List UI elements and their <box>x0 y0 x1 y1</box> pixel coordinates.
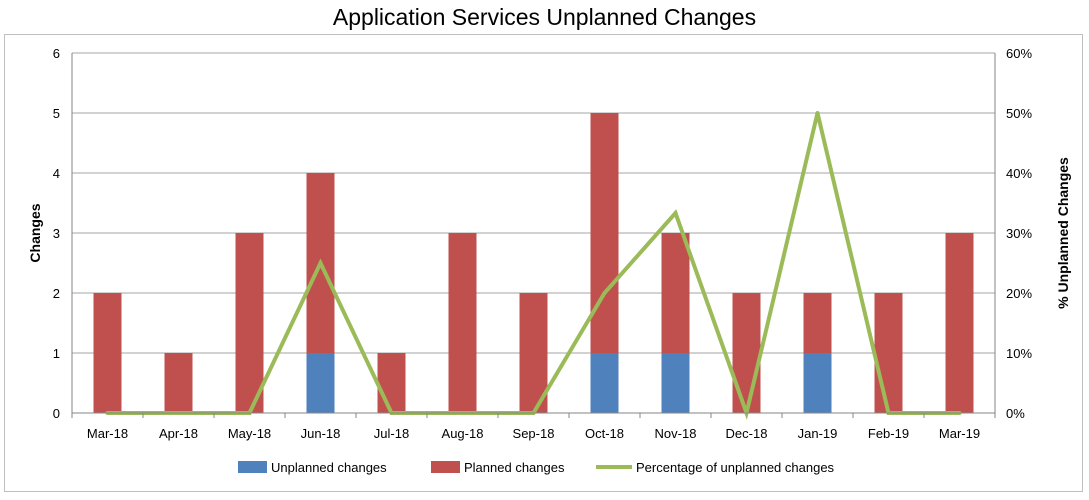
percentage-point <box>673 211 678 216</box>
legend: Unplanned changes Planned changes Percenta… <box>238 460 835 475</box>
legend-unplanned-swatch <box>238 461 267 473</box>
planned-bar <box>945 233 974 413</box>
legend-planned-swatch <box>431 461 460 473</box>
unplanned-bar <box>803 353 832 413</box>
planned-bar <box>590 113 619 353</box>
y2-tick-label: 30% <box>1006 226 1032 241</box>
x-tick-label: Nov-18 <box>655 426 697 441</box>
x-tick-label: Oct-18 <box>585 426 624 441</box>
x-tick-label: Dec-18 <box>726 426 768 441</box>
chart-title: Application Services Unplanned Changes <box>332 4 757 30</box>
y2-tick-label: 40% <box>1006 166 1032 181</box>
x-tick-label: Jul-18 <box>374 426 409 441</box>
y-tick-label: 4 <box>53 166 60 181</box>
planned-bar <box>732 293 761 413</box>
y-tick-label: 1 <box>53 346 60 361</box>
percentage-point <box>318 261 323 265</box>
planned-bar <box>164 353 193 413</box>
x-tick-label: Apr-18 <box>159 426 198 441</box>
chart-frame <box>4 34 1083 492</box>
unplanned-bar <box>306 353 335 413</box>
y2-tick-label: 0% <box>1006 406 1025 421</box>
percentage-point <box>815 111 820 115</box>
y-tick-label: 2 <box>53 286 60 301</box>
unplanned-bar <box>661 353 690 413</box>
x-tick-label: Jun-18 <box>301 426 341 441</box>
y2-tick-label: 10% <box>1006 346 1032 361</box>
x-tick-label: May-18 <box>228 426 271 441</box>
bar-series <box>93 113 974 413</box>
y2-tick-label: 50% <box>1006 106 1032 121</box>
legend-percentage-label: Percentage of unplanned changes <box>636 460 835 475</box>
x-tick-label: Aug-18 <box>442 426 484 441</box>
planned-bar <box>448 233 477 413</box>
planned-bar <box>235 233 264 413</box>
x-tick-label: Sep-18 <box>513 426 555 441</box>
y2-tick-label: 20% <box>1006 286 1032 301</box>
x-tick-label: Jan-19 <box>798 426 838 441</box>
planned-bar <box>93 293 122 413</box>
y-tick-label: 0 <box>53 406 60 421</box>
y2-tick-label: 60% <box>1006 46 1032 61</box>
unplanned-bar <box>590 353 619 413</box>
y-tick-label: 5 <box>53 106 60 121</box>
x-tick-label: Mar-18 <box>87 426 128 441</box>
planned-bar <box>661 233 690 353</box>
legend-unplanned-label: Unplanned changes <box>271 460 387 475</box>
y-tick-label: 3 <box>53 226 60 241</box>
planned-bar <box>874 293 903 413</box>
y-axis-title: Changes <box>27 203 43 262</box>
gridlines <box>72 52 995 354</box>
planned-bar <box>519 293 548 413</box>
planned-bar <box>377 353 406 413</box>
x-tick-label: Mar-19 <box>939 426 980 441</box>
planned-bar <box>803 293 832 353</box>
legend-planned-label: Planned changes <box>464 460 565 475</box>
x-tick-label: Feb-19 <box>868 426 909 441</box>
percentage-point <box>602 291 607 295</box>
y-tick-label: 6 <box>53 46 60 61</box>
y2-axis-title: % Unplanned Changes <box>1055 157 1071 309</box>
